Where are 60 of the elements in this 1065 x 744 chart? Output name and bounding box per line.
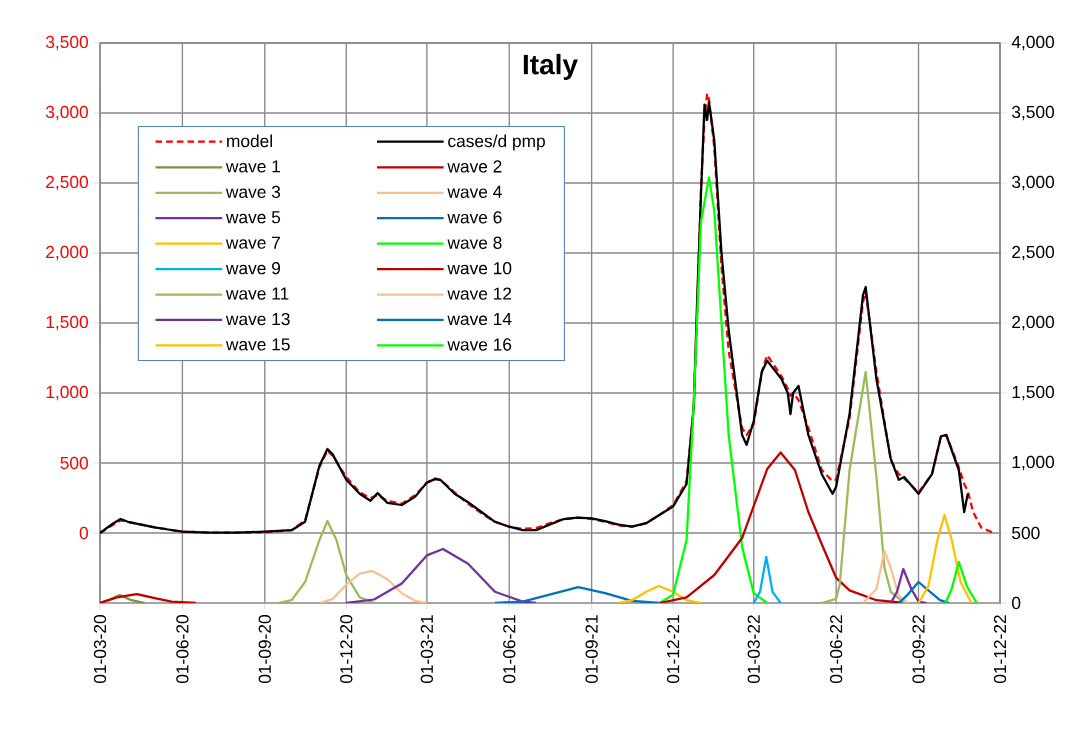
legend-label: wave 10 — [447, 262, 512, 275]
y-tick-label: 1,500 — [46, 315, 88, 331]
x-tick-label: 01-09-21 — [585, 615, 598, 684]
x-tick-label: 01-06-20 — [176, 615, 189, 684]
y2-tick-label: 3,500 — [1012, 105, 1055, 121]
legend-label: cases/d pmp — [448, 134, 545, 151]
legend-label: wave 8 — [447, 236, 502, 249]
line-series — [318, 569, 429, 603]
legend-label: wave 16 — [447, 338, 512, 351]
x-tick-label: 01-03-21 — [420, 615, 433, 684]
y-tick-label: 2,000 — [46, 245, 88, 261]
y2-tick-label: 2,000 — [1012, 315, 1055, 331]
y2-tick-label: 2,500 — [1012, 245, 1055, 261]
legend-label: wave 15 — [225, 338, 290, 351]
y-tick-label: 3,500 — [45, 35, 88, 51]
x-tick-label: 01-09-22 — [912, 615, 925, 684]
line-series — [897, 580, 951, 603]
line-series — [100, 592, 197, 603]
legend-label: wave 13 — [225, 312, 290, 326]
legend-label: wave 6 — [447, 211, 502, 224]
x-tick-label: 01-03-22 — [747, 615, 760, 684]
y2-tick-label: 3,000 — [1012, 175, 1055, 191]
legend-label: wave 5 — [225, 211, 281, 224]
legend-label: wave 4 — [447, 185, 502, 198]
y2-tick-label: 4,000 — [1011, 35, 1055, 51]
line-series — [617, 584, 703, 603]
x-tick-label: 01-03-20 — [93, 615, 107, 684]
legend-label: wave 7 — [225, 236, 280, 249]
line-series — [820, 370, 906, 603]
y2-tick-label: 1,000 — [1012, 455, 1055, 471]
legend-label: wave 12 — [447, 287, 512, 300]
y2-tick-label: 1,500 — [1012, 385, 1055, 401]
legend-label: wave 1 — [225, 160, 280, 173]
legend-label: wave 3 — [225, 185, 281, 199]
legend-label: model — [227, 134, 272, 148]
line-series — [944, 560, 978, 603]
line-series — [493, 585, 661, 603]
legend-label: wave 2 — [447, 160, 502, 173]
y-tick-label: 2,500 — [46, 175, 88, 191]
y-tick-label: 1,000 — [46, 385, 88, 401]
x-tick-label: 01-12-20 — [340, 615, 353, 684]
line-series — [889, 567, 928, 603]
line-series — [917, 513, 973, 603]
chart-title: Italy — [523, 53, 578, 80]
y-tick-label: 0 — [79, 526, 88, 540]
x-tick-label: 01-12-22 — [993, 615, 1007, 684]
legend-label: wave 14 — [447, 313, 512, 326]
legend-label: wave 11 — [225, 287, 289, 300]
y-tick-label: 500 — [60, 456, 88, 470]
line-series — [277, 519, 376, 603]
x-tick-label: 01-09-20 — [258, 615, 271, 684]
x-tick-label: 01-12-21 — [667, 615, 680, 684]
line-series — [861, 549, 909, 603]
legend-label: wave 9 — [225, 262, 281, 275]
x-tick-label: 01-06-21 — [503, 615, 516, 684]
y2-tick-label: 500 — [1012, 526, 1040, 540]
y-tick-label: 3,000 — [45, 105, 88, 121]
y2-tick-label: 0 — [1012, 596, 1021, 610]
x-tick-label: 01-06-22 — [829, 615, 843, 684]
line-series — [345, 547, 538, 603]
